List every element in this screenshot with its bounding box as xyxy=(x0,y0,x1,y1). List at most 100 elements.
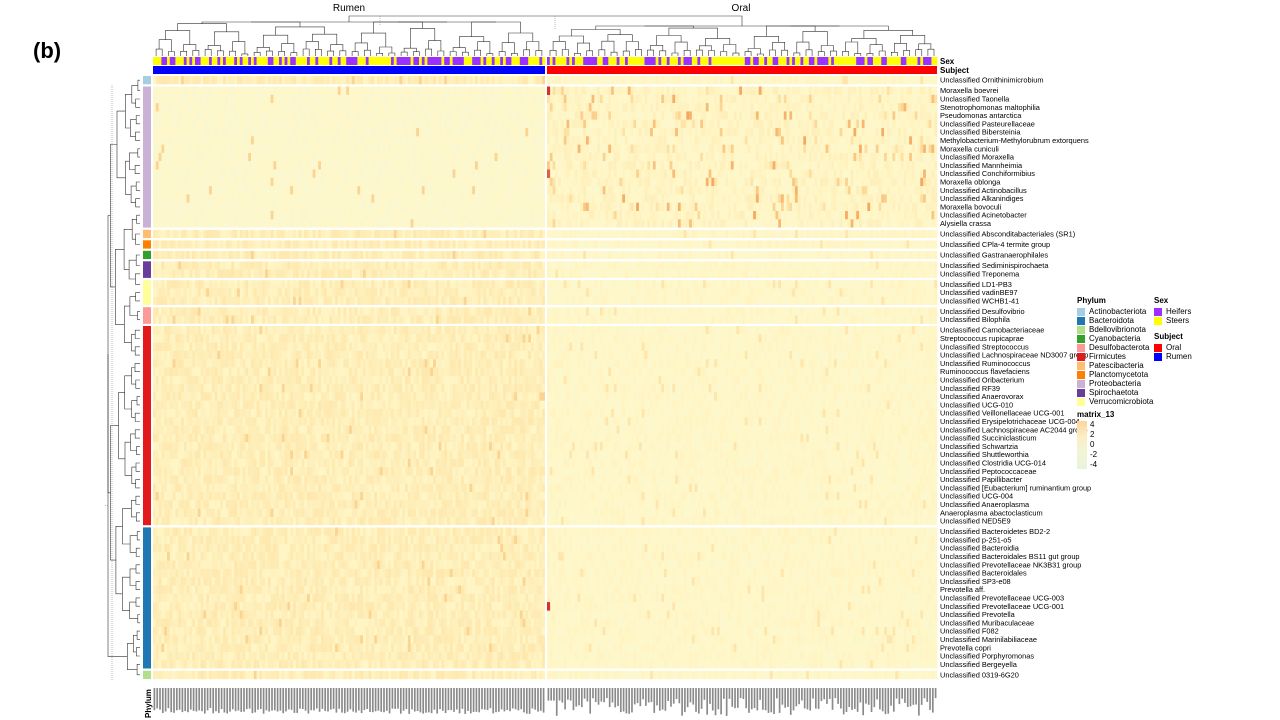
heatmap-cell xyxy=(709,111,712,120)
heatmap-cell xyxy=(901,120,904,129)
sex-annotation-cell xyxy=(371,57,374,65)
heatmap-cell xyxy=(170,211,173,220)
heatmap-cell xyxy=(553,194,556,203)
heatmap-cell xyxy=(879,161,882,170)
heatmap-cell xyxy=(762,145,765,154)
heatmap-cell xyxy=(405,128,408,137)
heatmap-cell xyxy=(439,161,442,170)
heatmap-cell xyxy=(748,136,751,145)
heatmap-cell xyxy=(686,87,689,96)
heatmap-cell xyxy=(514,194,517,203)
heatmap-cell xyxy=(575,211,578,220)
heatmap-cell xyxy=(453,103,456,112)
heatmap-cell xyxy=(734,153,737,162)
heatmap-cell xyxy=(318,153,321,162)
heatmap-cell xyxy=(717,203,720,212)
heatmap-cell xyxy=(212,128,215,137)
heatmap-cell xyxy=(198,211,201,220)
heatmap-cell xyxy=(481,178,484,187)
heatmap-cell xyxy=(606,211,609,220)
heatmap-cell xyxy=(801,170,804,179)
heatmap-cell xyxy=(397,136,400,145)
heatmap-cell xyxy=(475,95,478,104)
heatmap-cell xyxy=(762,153,765,162)
sex-annotation-cell xyxy=(547,57,550,65)
heatmap-cell xyxy=(469,178,472,187)
heatmap-cell xyxy=(159,136,162,145)
heatmap-cell xyxy=(770,194,773,203)
heatmap-cell xyxy=(745,211,748,220)
heatmap-cell xyxy=(661,111,664,120)
heatmap-cell xyxy=(720,186,723,195)
sex-annotation-cell xyxy=(237,57,240,65)
heatmap-cell xyxy=(842,186,845,195)
heatmap-cell xyxy=(231,95,234,104)
sex-annotation-cell xyxy=(481,57,484,65)
heatmap-cell xyxy=(461,76,464,85)
heatmap-cell xyxy=(597,203,600,212)
sex-annotation-cell xyxy=(276,57,279,65)
heatmap-cell xyxy=(845,136,848,145)
heatmap-cell xyxy=(458,170,461,179)
heatmap-cell xyxy=(287,178,290,187)
heatmap-cell xyxy=(851,76,854,85)
heatmap-cell xyxy=(318,128,321,137)
heatmap-cell xyxy=(523,128,526,137)
heatmap-cell xyxy=(327,211,330,220)
heatmap-cell xyxy=(497,111,500,120)
heatmap-cell xyxy=(321,170,324,179)
heatmap-cell xyxy=(792,103,795,112)
heatmap-cell xyxy=(299,203,302,212)
heatmap-cell xyxy=(422,170,425,179)
heatmap-cell xyxy=(661,95,664,104)
heatmap-cell xyxy=(892,128,895,137)
heatmap-cell xyxy=(268,111,271,120)
heatmap-cell xyxy=(628,161,631,170)
heatmap-cell xyxy=(164,95,167,104)
heatmap-cell xyxy=(731,194,734,203)
heatmap-cell xyxy=(156,211,159,220)
heatmap-cell xyxy=(553,170,556,179)
heatmap-cell xyxy=(717,145,720,154)
heatmap-cell xyxy=(475,186,478,195)
heatmap-cell xyxy=(745,145,748,154)
heatmap-cell xyxy=(862,170,865,179)
heatmap-cell xyxy=(203,87,206,96)
heatmap-cell xyxy=(248,186,251,195)
heatmap-cell xyxy=(884,136,887,145)
heatmap-cell xyxy=(569,128,572,137)
heatmap-cell xyxy=(773,128,776,137)
heatmap-cell xyxy=(840,95,843,104)
heatmap-cell xyxy=(391,145,394,154)
heatmap-cell xyxy=(402,145,405,154)
heatmap-cell xyxy=(770,186,773,195)
heatmap-cell xyxy=(798,95,801,104)
heatmap-cell xyxy=(290,194,293,203)
heatmap-cell xyxy=(175,76,178,85)
heatmap-cell xyxy=(175,161,178,170)
heatmap-cell xyxy=(767,120,770,129)
sex-annotation-cell xyxy=(728,57,731,65)
heatmap-cell xyxy=(892,203,895,212)
heatmap-cell xyxy=(324,178,327,187)
heatmap-cell xyxy=(279,120,282,129)
heatmap-cell xyxy=(441,194,444,203)
heatmap-cell xyxy=(901,87,904,96)
heatmap-cell xyxy=(656,161,659,170)
sex-annotation-cell xyxy=(647,57,650,65)
heatmap-cell xyxy=(831,111,834,120)
heatmap-cell xyxy=(327,136,330,145)
heatmap-cell xyxy=(293,120,296,129)
heatmap-cell xyxy=(918,145,921,154)
heatmap-cell xyxy=(575,145,578,154)
heatmap-cell xyxy=(898,161,901,170)
heatmap-cell xyxy=(826,186,829,195)
heatmap-cell xyxy=(870,76,873,85)
heatmap-cell xyxy=(787,95,790,104)
heatmap-cell xyxy=(901,103,904,112)
heatmap-cell xyxy=(439,211,442,220)
heatmap-cell xyxy=(678,178,681,187)
heatmap-cell xyxy=(492,211,495,220)
heatmap-cell xyxy=(600,153,603,162)
heatmap-cell xyxy=(681,186,684,195)
